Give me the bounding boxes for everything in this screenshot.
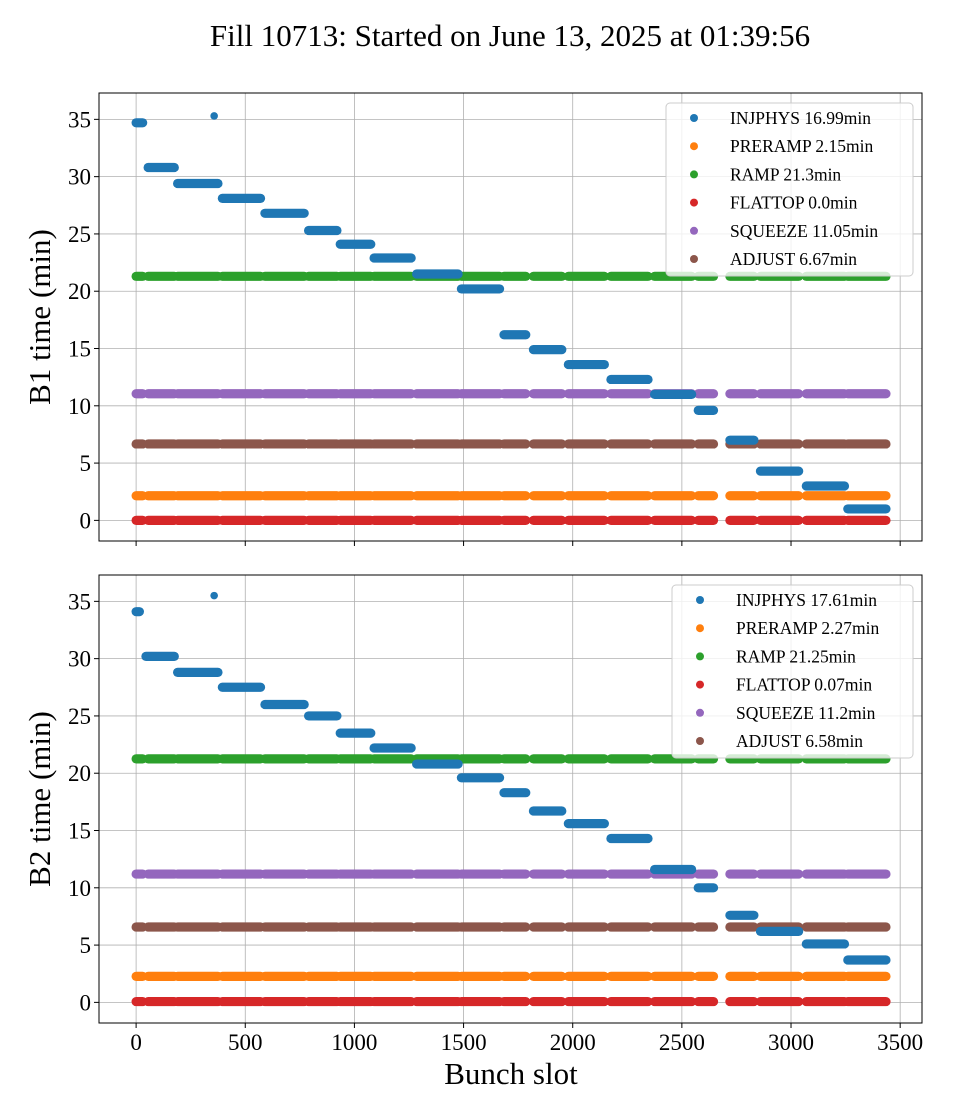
legend-marker [690, 198, 698, 207]
y-axis-label: B1 time (min) [22, 229, 57, 405]
legend-entry-adjust: ADJUST 6.58min [736, 731, 863, 751]
b1-panel: 0 5 10 15 20 25 30 35 B1 time (min) INJPHYS 16.99… [22, 92, 923, 546]
y-tick-label: 10 [68, 876, 91, 901]
y-tick-label: 5 [80, 933, 92, 958]
series-injphys-point [210, 112, 218, 120]
y-tick-label: 35 [68, 107, 91, 132]
figure-title: Fill 10713: Started on June 13, 2025 at … [209, 18, 811, 53]
y-tick-label: 0 [80, 508, 92, 533]
legend-marker [696, 596, 704, 604]
plot-frame [98, 574, 923, 1024]
legend-entry-injphys: INJPHYS 17.61min [736, 590, 877, 610]
legend-marker [690, 170, 698, 179]
y-tick-label: 15 [68, 337, 91, 362]
legend: INJPHYS 16.99min PRERAMP 2.15min RAMP 21.3… [665, 102, 914, 277]
legend-marker [690, 226, 698, 235]
legend-marker [696, 737, 704, 745]
legend-marker [690, 142, 698, 151]
legend: INJPHYS 17.61min PRERAMP 2.27min RAMP 21.2… [671, 584, 914, 759]
y-tick-label: 35 [68, 589, 91, 614]
y-tick-label: 20 [68, 279, 91, 304]
x-tick-label: 2000 [550, 1030, 596, 1055]
legend-entry-ramp: RAMP 21.3min [730, 164, 841, 184]
y-tick-label: 30 [68, 647, 91, 672]
x-tick-label: 1500 [441, 1030, 487, 1055]
y-tick-label: 10 [68, 394, 91, 419]
legend-marker [696, 652, 704, 661]
legend-entry-preramp: PRERAMP 2.15min [730, 136, 874, 156]
x-tick-label: 500 [228, 1030, 263, 1055]
y-tick-label: 30 [68, 165, 91, 190]
x-axis-label: Bunch slot [444, 1056, 578, 1091]
legend-box [671, 584, 914, 759]
y-tick-label: 25 [68, 704, 91, 729]
y-axis-label: B2 time (min) [22, 711, 57, 887]
legend-entry-flattop: FLATTOP 0.07min [736, 675, 872, 695]
x-tick-label: 2500 [659, 1030, 705, 1055]
y-tick-label: 5 [80, 451, 92, 476]
y-tick-label: 0 [80, 990, 92, 1015]
legend-marker [696, 680, 704, 689]
legend-marker [696, 624, 704, 633]
legend-entry-ramp: RAMP 21.25min [736, 646, 856, 666]
legend-marker [690, 255, 698, 263]
x-tick-label: 3500 [877, 1030, 923, 1055]
series-injphys-point [210, 591, 218, 600]
y-tick-label: 15 [68, 819, 91, 844]
x-tick-label: 1000 [331, 1030, 377, 1055]
x-tick-label: 3000 [768, 1030, 814, 1055]
legend-entry-flattop: FLATTOP 0.0min [730, 193, 858, 213]
legend-entry-squeeze: SQUEEZE 11.05min [730, 221, 878, 241]
y-tick-label: 25 [68, 222, 91, 247]
legend-entry-squeeze: SQUEEZE 11.2min [736, 703, 876, 723]
legend-entry-injphys: INJPHYS 16.99min [730, 108, 871, 128]
x-tick-label: 0 [130, 1030, 142, 1055]
b2-panel: 0 500 1000 1500 2000 2500 3000 3500 0 5 10 15 20 25 30… [22, 574, 923, 1055]
legend-marker [696, 708, 704, 717]
y-tick-label: 20 [68, 761, 91, 786]
legend-box [665, 102, 914, 277]
legend-marker [690, 114, 698, 122]
plot-frame [98, 92, 923, 542]
legend-entry-adjust: ADJUST 6.67min [730, 249, 857, 269]
legend-entry-preramp: PRERAMP 2.27min [736, 618, 880, 638]
